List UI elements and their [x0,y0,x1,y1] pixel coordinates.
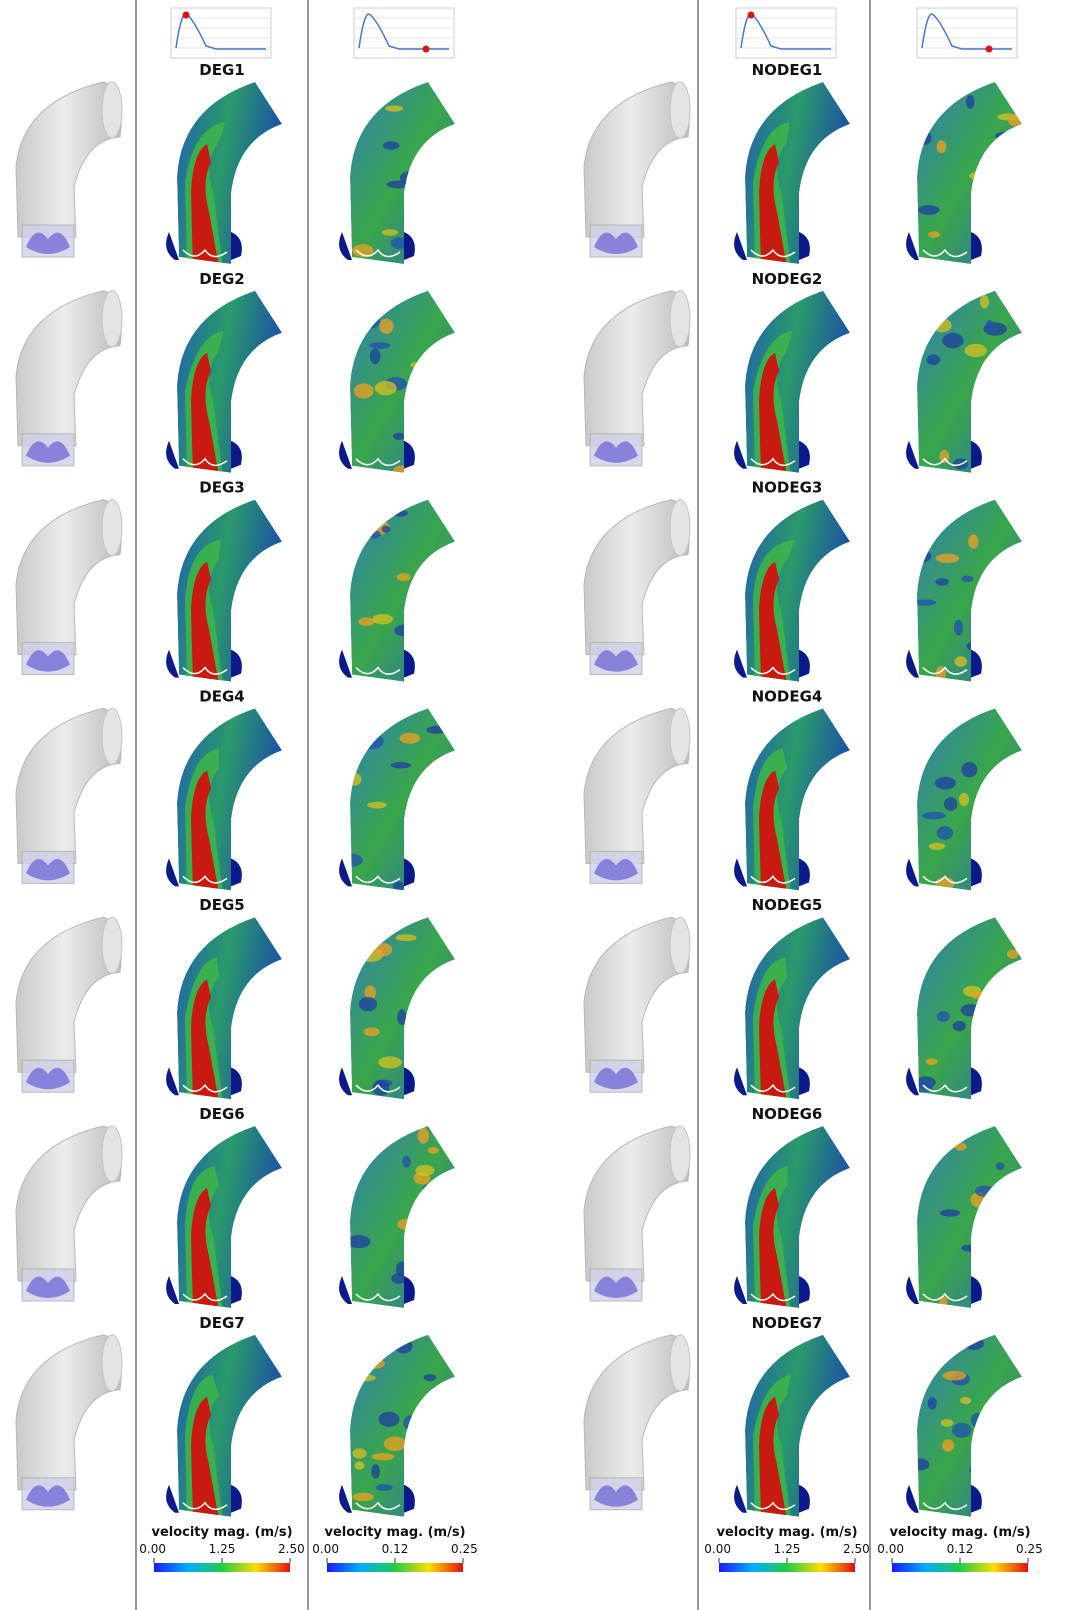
colorbar-title: velocity mag. (m/s) [324,1525,465,1540]
figure: DEG1 NODEG1 DEG2 NODEG2 DEG3 NODEG3 DEG4 NODEG4… [0,0,1073,1610]
velocity-field-diastole [906,1126,1022,1308]
case-label: NODEG4 [752,687,823,705]
colorbar: velocity mag. (m/s) 0.00 1.25 2.50 [704,1525,869,1572]
case-label: DEG3 [199,479,244,497]
colorbar-tick-label: 0.00 [704,1542,731,1556]
case-label: DEG1 [199,61,244,79]
velocity-field-diastole [906,917,1023,1099]
colorbar-title: velocity mag. (m/s) [889,1525,1030,1540]
velocity-field-systole [734,1335,850,1520]
velocity-field-diastole [339,1126,455,1308]
velocity-field-systole [734,917,850,1102]
aorta-geometry [16,1335,122,1510]
case-label: DEG5 [199,896,244,914]
velocity-field-systole [734,291,850,476]
aorta-geometry [16,1126,122,1301]
aorta-geometry [584,917,690,1092]
case-label: NODEG6 [752,1105,823,1123]
velocity-field-diastole [906,498,1027,682]
aorta-geometry [584,500,690,675]
aorta-geometry [584,1126,690,1301]
colorbar-tick-label: 0.12 [382,1542,409,1556]
velocity-field-diastole [339,500,457,682]
case-label: DEG6 [199,1105,244,1123]
colorbar-tick-label: 2.50 [843,1542,870,1556]
velocity-field-diastole [339,917,455,1099]
aorta-geometry [16,708,122,883]
aorta-geometry [584,82,690,257]
aorta-geometry [16,917,122,1092]
velocity-field-diastole [906,708,1022,890]
velocity-field-systole [166,708,282,893]
velocity-field-diastole [906,291,1022,473]
velocity-field-systole [734,82,850,267]
colorbar-title: velocity mag. (m/s) [716,1525,857,1540]
colorbar-tick-label: 0.00 [312,1542,339,1556]
case-label: DEG7 [199,1314,244,1332]
case-label: NODEG5 [752,896,823,914]
case-label: DEG2 [199,270,244,288]
case-label: NODEG3 [752,479,823,497]
waveform-inset [354,8,454,58]
waveform-inset [736,8,836,58]
colorbar-tick-label: 0.25 [451,1542,478,1556]
colorbar-tick-label: 1.25 [209,1542,236,1556]
aorta-geometry [584,1335,690,1510]
waveform-inset [917,8,1017,58]
case-label: NODEG1 [752,61,823,79]
velocity-field-diastole [339,82,455,264]
velocity-field-systole [166,291,282,476]
velocity-field-systole [734,500,850,685]
velocity-field-systole [166,82,282,267]
waveform-inset [171,8,271,58]
velocity-field-diastole [339,1335,455,1517]
velocity-field-systole [166,1126,282,1311]
colorbar: velocity mag. (m/s) 0.00 1.25 2.50 [139,1525,304,1572]
velocity-field-systole [166,500,282,685]
colorbar-tick-label: 0.00 [139,1542,166,1556]
velocity-field-diastole [339,708,455,890]
colorbar: velocity mag. (m/s) 0.00 0.12 0.25 [312,1525,477,1572]
velocity-field-systole [734,708,850,893]
case-label: NODEG7 [752,1314,823,1332]
aorta-geometry [16,500,122,675]
velocity-field-systole [166,1335,282,1520]
aorta-geometry [584,291,690,466]
case-label: DEG4 [199,687,244,705]
velocity-field-systole [166,917,282,1102]
colorbar-title: velocity mag. (m/s) [151,1525,292,1540]
aorta-geometry [16,82,122,257]
case-label: NODEG2 [752,270,823,288]
aorta-geometry [584,708,690,883]
velocity-field-systole [734,1126,850,1311]
colorbar-tick-label: 0.12 [947,1542,974,1556]
velocity-field-diastole [339,291,455,475]
velocity-field-diastole [906,1335,1022,1517]
colorbar: velocity mag. (m/s) 0.00 0.12 0.25 [877,1525,1042,1572]
colorbar-tick-label: 0.00 [877,1542,904,1556]
colorbar-tick-label: 0.25 [1016,1542,1043,1556]
colorbar-tick-label: 2.50 [278,1542,305,1556]
aorta-geometry [16,291,122,466]
velocity-field-diastole [906,82,1026,264]
colorbar-tick-label: 1.25 [774,1542,801,1556]
